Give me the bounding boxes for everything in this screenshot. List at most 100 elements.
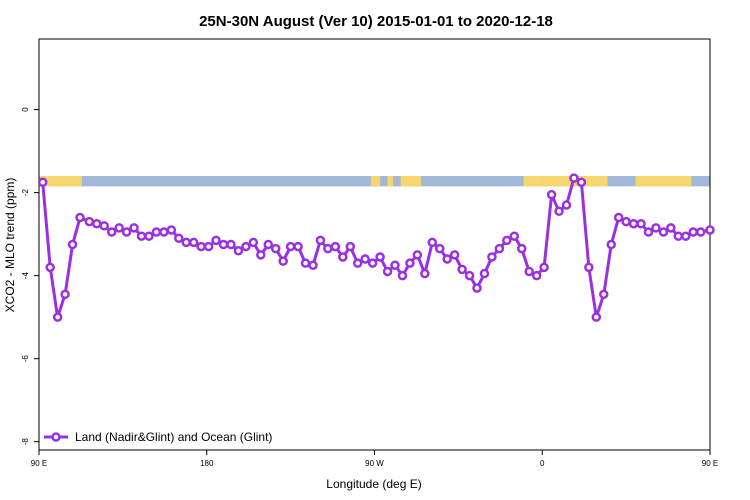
data-point [569,173,579,183]
land-segment [370,176,381,187]
data-point [539,262,549,273]
data-point [278,256,288,266]
data-point [695,227,706,237]
data-point [144,231,154,241]
data-point [203,241,214,252]
data-point [84,216,95,227]
data-point [494,243,505,254]
x-tick-label: 0 [540,459,545,468]
data-point [591,312,602,322]
data-point [613,212,624,223]
data-point [524,266,534,277]
data-point [315,235,326,246]
data-point [367,258,378,268]
data-point [188,237,199,248]
data-point [673,231,684,241]
data-point [621,216,631,227]
data-point [472,283,482,293]
data-point [218,239,229,250]
data-point [211,235,221,246]
data-point [52,312,63,322]
land-segment [635,176,692,187]
data-point [75,212,85,223]
data-point [397,270,408,281]
data-point [45,262,55,273]
data-point [643,227,654,237]
data-point [628,218,639,229]
data-point [636,218,646,229]
x-tick-label: 90 W [365,459,384,468]
data-point [420,268,430,279]
data-point [360,254,370,264]
data-point [479,268,490,279]
data-point [427,237,438,248]
data-point [226,239,236,250]
y-tick-label: -4 [21,272,30,280]
data-point [300,258,311,268]
data-point [554,206,564,217]
data-point [323,243,333,254]
data-point [449,250,460,260]
data-point [688,227,698,237]
data-point [487,252,497,262]
x-tick-label: 180 [200,459,214,468]
land-segment [39,176,82,187]
data-point [60,289,70,300]
legend-label: Land (Nadir&Glint) and Ocean (Glint) [75,430,272,444]
y-tick-label: 0 [21,107,30,112]
data-point [412,250,423,260]
data-point [705,225,715,235]
data-point [338,252,348,262]
land-segment [387,176,394,187]
data-point [99,221,109,231]
data-point [37,177,48,187]
data-point [196,241,206,252]
y-tick-label: -2 [21,189,30,197]
data-point [352,258,363,268]
data-point [330,241,341,252]
data-point [606,239,616,250]
data-point [285,241,296,252]
data-point [502,235,512,246]
data-point [599,289,609,300]
series-layer [37,173,715,322]
data-point [516,243,527,254]
data-point [382,266,393,277]
legend: Land (Nadir&Glint) and Ocean (Glint) [44,430,272,444]
data-point [136,231,147,241]
data-point [561,200,572,210]
data-point [405,258,415,268]
data-point [248,237,259,248]
land-segment [400,176,422,187]
y-axis-label: XCO2 - MLO trend (ppm) [3,178,17,313]
data-point [174,233,184,244]
x-tick-label: 90 E [31,459,47,468]
data-point [166,225,177,235]
x-axis-label: Longitude (deg E) [326,477,421,491]
data-point [576,177,587,187]
data-point [434,243,445,254]
x-tick-label: 90 E [702,459,718,468]
land-ocean-mask [39,176,710,187]
data-point [457,264,467,275]
data-point [658,227,669,237]
data-point [442,254,452,264]
data-point [92,218,102,229]
data-point [584,262,594,273]
data-point [666,223,676,233]
data-point [129,223,139,233]
land-segment [523,176,543,187]
data-point [121,227,132,237]
data-point [375,252,385,262]
data-point [531,270,542,281]
data-point [151,227,162,237]
legend-marker [51,432,61,442]
data-point [256,250,266,260]
data-point [651,223,661,233]
data-point [345,241,356,252]
data-point [241,241,251,252]
data-point [114,223,124,233]
data-point [270,243,281,254]
data-point [233,245,244,256]
